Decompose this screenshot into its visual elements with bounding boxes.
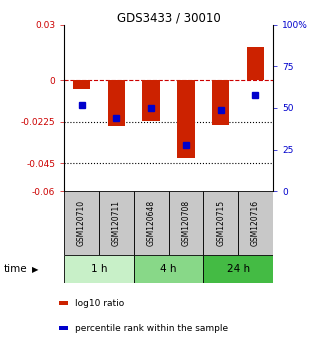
- Text: GSM120708: GSM120708: [181, 200, 190, 246]
- Bar: [177, 80, 195, 158]
- Text: time: time: [3, 264, 27, 274]
- Text: 1 h: 1 h: [91, 264, 107, 274]
- Text: GSM120711: GSM120711: [112, 200, 121, 246]
- Text: log10 ratio: log10 ratio: [75, 299, 124, 308]
- Text: ▶: ▶: [32, 264, 39, 274]
- Bar: [64, 255, 134, 283]
- Bar: [59, 326, 68, 330]
- Bar: [212, 80, 230, 125]
- Bar: [134, 191, 169, 255]
- Bar: [247, 47, 264, 80]
- Title: GDS3433 / 30010: GDS3433 / 30010: [117, 12, 221, 25]
- Bar: [73, 80, 90, 90]
- Text: GSM120716: GSM120716: [251, 200, 260, 246]
- Bar: [203, 191, 238, 255]
- Bar: [134, 255, 203, 283]
- Bar: [99, 191, 134, 255]
- Bar: [108, 80, 125, 126]
- Bar: [203, 255, 273, 283]
- Text: GSM120648: GSM120648: [147, 200, 156, 246]
- Text: GSM120710: GSM120710: [77, 200, 86, 246]
- Bar: [238, 191, 273, 255]
- Bar: [143, 80, 160, 121]
- Bar: [59, 301, 68, 305]
- Bar: [169, 191, 203, 255]
- Text: GSM120715: GSM120715: [216, 200, 225, 246]
- Text: 4 h: 4 h: [160, 264, 177, 274]
- Bar: [64, 191, 99, 255]
- Text: 24 h: 24 h: [227, 264, 250, 274]
- Text: percentile rank within the sample: percentile rank within the sample: [75, 324, 228, 332]
